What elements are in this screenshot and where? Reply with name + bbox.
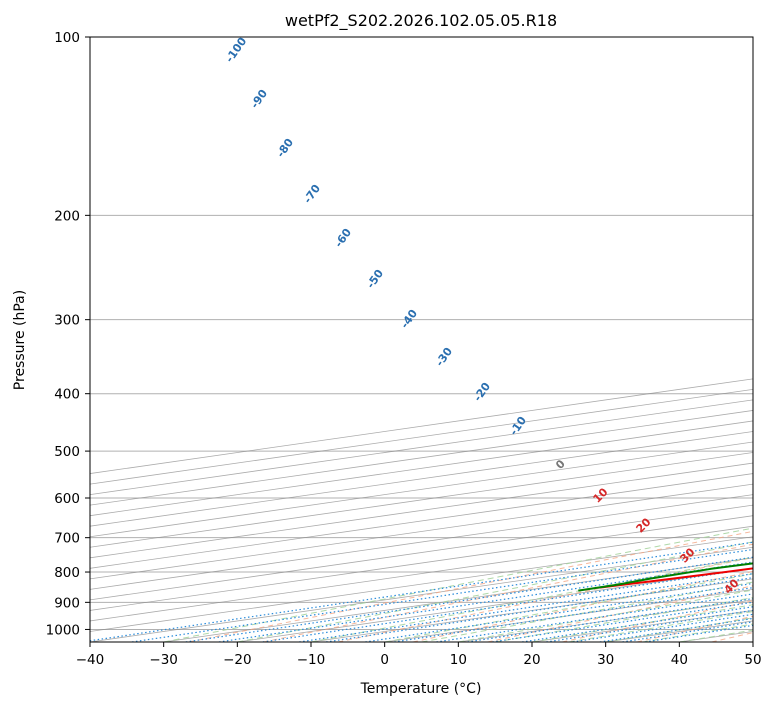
- isotherm--120: [90, 462, 753, 559]
- isotherm-50: [752, 641, 753, 642]
- isotherm--130: [90, 452, 753, 548]
- x-tick-label: −30: [149, 652, 178, 668]
- isotherm--200: [90, 378, 753, 474]
- moist-adiabat: [384, 573, 753, 642]
- moist-adiabat: [421, 581, 753, 642]
- dry-adiabat-label: 10: [591, 485, 611, 505]
- mixing-ratio-line: [572, 613, 753, 642]
- moist-adiabat-label: -40: [398, 307, 420, 331]
- isotherm--140: [90, 441, 753, 538]
- plot-frame: [89, 36, 754, 643]
- moist-adiabat-label: -70: [301, 182, 323, 206]
- moist-adiabat: [458, 589, 753, 642]
- temperature-profile: [599, 567, 753, 589]
- dry-adiabat: [711, 632, 753, 642]
- x-tick-label: 40: [671, 652, 688, 668]
- y-axis-label: Pressure (hPa): [12, 290, 28, 390]
- moist-adiabat: [642, 623, 753, 642]
- moist-adiabat: [237, 541, 753, 642]
- mixing-ratio-line: [218, 561, 753, 642]
- dry-adiabat: [636, 615, 753, 642]
- isotherm--100: [90, 483, 753, 580]
- dry-adiabat: [487, 585, 753, 642]
- moist-adiabat-label: -30: [433, 345, 455, 369]
- y-tick-label: 300: [54, 313, 80, 329]
- mixing-ratio-line: [622, 621, 753, 642]
- y-tick-label: 900: [54, 595, 80, 611]
- moist-adiabat: [163, 527, 753, 642]
- reference-grid: [90, 37, 753, 642]
- isotherm--190: [90, 388, 753, 485]
- moist-adiabat-label: -20: [471, 380, 493, 404]
- y-tick-label: 600: [54, 491, 80, 507]
- dry-adiabat: [562, 600, 753, 642]
- moist-adiabat-label: -90: [248, 87, 270, 111]
- y-tick-label: 100: [54, 30, 80, 46]
- x-tick-label: 30: [597, 652, 614, 668]
- isotherm--180: [90, 399, 753, 496]
- x-axis: −40 −30 −20 −10 0 10 20 30 40 50: [76, 642, 762, 668]
- x-axis-label: Temperature (°C): [360, 681, 482, 697]
- isotherm--10: [310, 578, 753, 642]
- isotherm--80: [90, 504, 753, 601]
- x-tick-label: −40: [76, 652, 105, 668]
- dry-adiabat: [412, 570, 753, 642]
- y-tick-label: 200: [54, 208, 80, 224]
- y-tick-label: 500: [54, 444, 80, 460]
- x-tick-label: −20: [223, 652, 252, 668]
- isotherm--170: [90, 410, 753, 506]
- x-tick-label: 10: [450, 652, 467, 668]
- isotherm--90: [90, 494, 753, 590]
- mixing-ratio-line: [394, 587, 753, 642]
- chart-title: wetPf2_S202.2026.102.05.05.R18: [285, 11, 557, 31]
- isotherm--50: [90, 536, 753, 632]
- moist-adiabat-label: -80: [274, 136, 296, 160]
- isotherm--150: [90, 431, 753, 527]
- reference-labels: 0.10.20.40.611.52346810131620253036-100-…: [223, 35, 742, 597]
- mixing-ratio-line: [365, 582, 753, 642]
- dry-adiabat: [263, 543, 753, 642]
- profile-series: [578, 562, 753, 592]
- y-axis: 100 200 300 400 500 600 700 800 900 1000: [46, 30, 90, 638]
- mixing-ratio-line: [467, 597, 753, 642]
- mixing-ratio-line: [90, 541, 753, 642]
- dewpoint-profile: [578, 562, 753, 592]
- isotherm--70: [90, 515, 753, 611]
- x-tick-label: −10: [297, 652, 326, 668]
- y-tick-label: 700: [54, 531, 80, 547]
- y-tick-label: 800: [54, 565, 80, 581]
- moist-adiabat-label: -50: [364, 267, 386, 291]
- x-tick-label: 0: [380, 652, 389, 668]
- isotherm--60: [90, 525, 753, 622]
- moist-adiabat-label: -100: [223, 35, 250, 65]
- isotherm--110: [90, 473, 753, 569]
- x-tick-label: 50: [744, 652, 761, 668]
- mixing-ratio-line: [436, 593, 753, 642]
- dry-adiabat: [338, 557, 753, 642]
- y-tick-label: 400: [54, 387, 80, 403]
- moist-adiabat-label: -60: [332, 226, 354, 250]
- y-tick-label: 1000: [46, 622, 80, 638]
- mixing-ratio-line: [185, 556, 753, 642]
- isotherm--160: [90, 420, 753, 517]
- x-tick-label: 20: [523, 652, 540, 668]
- dry-adiabat-label: 30: [678, 545, 698, 565]
